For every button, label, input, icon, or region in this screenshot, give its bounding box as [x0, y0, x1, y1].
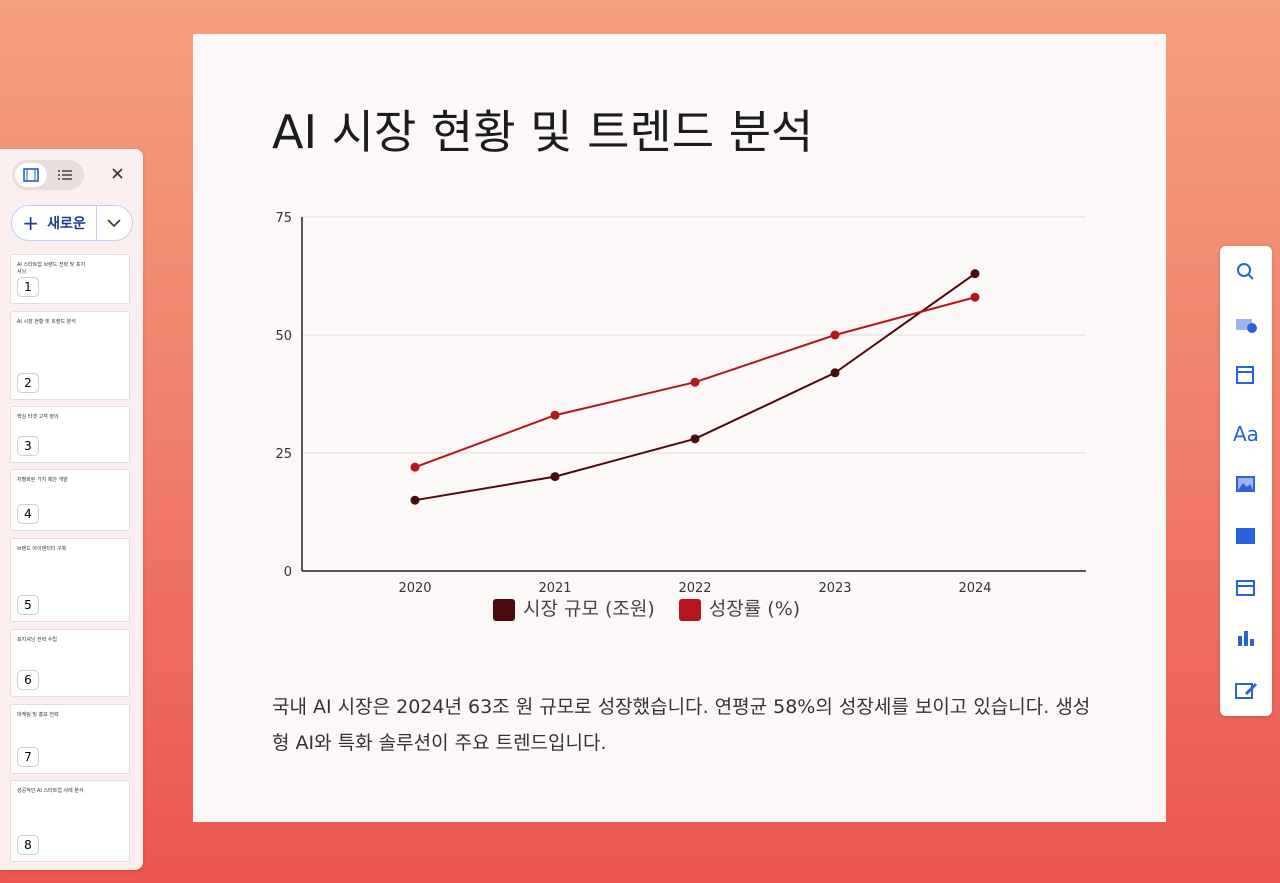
y-tick-label: 0 [284, 565, 292, 580]
image-tool[interactable] [1236, 476, 1255, 492]
thumbnail-number: 8 [17, 835, 39, 855]
x-tick-label: 2020 [398, 581, 431, 596]
data-point [410, 495, 420, 505]
thumbnail-number: 6 [17, 670, 39, 690]
slide: AI 시장 현황 및 트렌드 분석 0 25 50 75 2020 2021 2022 202… [193, 34, 1166, 822]
data-point [830, 368, 840, 378]
list-view[interactable] [52, 163, 80, 187]
layout-tool[interactable] [1236, 366, 1254, 384]
legend: 시장 규모 (조원) 성장률 (%) [493, 594, 800, 621]
thumbnail-title: 포지셔닝 전략 수립 [17, 637, 57, 643]
body-text: 국내 AI 시장은 2024년 63조 원 규모로 성장했습니다. 연평균 58… [272, 696, 1091, 754]
search-tool[interactable] [1237, 263, 1254, 280]
slide-thumbnail[interactable]: AI 스타트업 브랜드 전략 및 포지셔닝 1 [10, 254, 130, 304]
thumbnail-title: 핵심 타겟 고객 정의 [17, 414, 59, 420]
video-tool[interactable] [1236, 528, 1255, 544]
x-tick-label: 2023 [818, 581, 851, 596]
data-point [830, 330, 840, 340]
legend-item: 성장률 (%) [678, 594, 801, 621]
legend-label: 시장 규모 (조원) [523, 598, 655, 620]
slide-title: AI 시장 현황 및 트렌드 분석 [272, 105, 814, 159]
x-tick-label: 2022 [678, 581, 711, 596]
thumbnail-title: 차별화된 가치 제안 개발 [17, 477, 68, 483]
thumbnail-number: 3 [17, 436, 39, 456]
embed-tool[interactable] [1236, 580, 1255, 596]
new-button-label: 새로운 [47, 216, 86, 232]
close-button[interactable] [110, 166, 126, 182]
slide-thumbnail[interactable]: 마케팅 및 홍보 전략 7 [10, 704, 130, 774]
thumbnail-number: 7 [17, 747, 39, 767]
series-line [414, 272, 976, 502]
text-tool[interactable]: Aa [1233, 422, 1259, 446]
add-slide-tool[interactable] [1236, 319, 1257, 333]
slide-thumbnail[interactable]: 핵심 타겟 고객 정의 3 [10, 406, 130, 463]
legend-label: 성장률 (%) [708, 598, 801, 620]
data-point [970, 292, 980, 302]
thumbnail-number: 5 [17, 595, 39, 615]
data-point [970, 269, 980, 279]
new-slide-group: + 새로운 [11, 205, 133, 241]
legend-item: 시장 규모 (조원) [493, 594, 655, 621]
y-tick-label: 75 [275, 211, 292, 226]
slide-thumbnail[interactable]: 브랜드 아이덴티티 구축 5 [10, 538, 130, 622]
slide-thumbnail[interactable]: 성공적인 AI 스타트업 사례 분석 8 [10, 780, 130, 862]
chart: 0 25 50 75 2020 2021 2022 2023 2024 [275, 211, 1086, 596]
edit-tool[interactable] [1235, 682, 1258, 699]
slide-thumbnail[interactable]: 포지셔닝 전략 수립 6 [10, 629, 130, 697]
view-toggle [12, 160, 84, 190]
thumbnail-title: 성공적인 AI 스타트업 사례 분석 [17, 788, 84, 794]
new-slide-button[interactable]: + 새로운 [22, 211, 86, 235]
chart-tool[interactable] [1238, 631, 1254, 646]
slide-panel: + 새로운 AI 스타트업 브랜드 전략 및 포지셔닝 1 AI 시장 현황 및 트렌… [0, 149, 143, 870]
thumbnail-number: 4 [17, 504, 39, 524]
thumbnail-title: 브랜드 아이덴티티 구축 [17, 546, 67, 552]
thumbnail-title: AI 시장 현황 및 트렌드 분석 [17, 319, 76, 325]
x-tick-label: 2021 [538, 581, 571, 596]
data-point [690, 377, 700, 387]
data-point [410, 462, 420, 472]
thumbnail-number: 2 [17, 373, 39, 393]
thumbnail-title: AI 스타트업 브랜드 전략 및 포지셔닝 [17, 262, 86, 275]
thumbnail-title: 마케팅 및 홍보 전략 [17, 712, 59, 718]
data-point [550, 472, 560, 482]
slide-thumbnail[interactable]: 차별화된 가치 제안 개발 4 [10, 469, 130, 531]
data-point [550, 410, 560, 420]
toolbar: Aa [1220, 246, 1272, 716]
legend-swatch [493, 598, 515, 621]
new-slide-dropdown[interactable] [104, 215, 124, 231]
y-tick-label: 50 [275, 329, 292, 344]
slide-thumbnail[interactable]: AI 시장 현황 및 트렌드 분석 2 [10, 311, 130, 400]
filmstrip-view[interactable] [15, 163, 47, 187]
data-point [690, 434, 700, 444]
legend-swatch [678, 598, 701, 621]
y-tick-label: 25 [275, 447, 292, 462]
x-tick-label: 2024 [958, 581, 991, 596]
thumbnail-number: 1 [17, 277, 39, 297]
